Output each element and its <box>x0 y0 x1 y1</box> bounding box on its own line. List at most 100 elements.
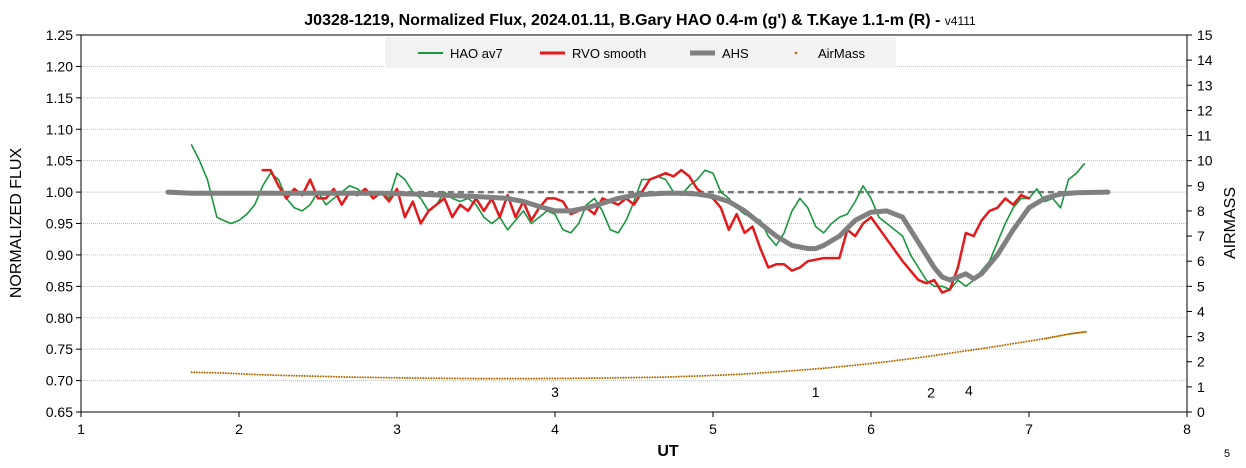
airmass-point <box>382 376 385 379</box>
y-tick-label-10: 1.15 <box>46 90 73 106</box>
airmass-point <box>967 349 970 352</box>
airmass-point <box>725 373 728 376</box>
series-line <box>165 189 1111 283</box>
legend-box <box>385 37 896 68</box>
airmass-point <box>364 376 367 379</box>
airmass-point <box>833 366 836 369</box>
airmass-point <box>417 377 420 380</box>
x-tick-labels: 1 2 3 4 5 6 7 8 <box>77 412 1191 437</box>
airmass-point <box>856 363 859 366</box>
y2-tick-label-0: 0 <box>1197 404 1205 420</box>
airmass-point <box>975 348 978 351</box>
airmass-point <box>572 377 575 380</box>
airmass-point <box>309 375 312 378</box>
airmass-point <box>819 367 822 370</box>
airmass-point <box>841 365 844 368</box>
airmass-point <box>930 354 933 357</box>
airmass-point <box>409 377 412 380</box>
airmass-point <box>962 350 965 353</box>
airmass-point <box>285 374 288 377</box>
annotation-4: 4 <box>965 383 973 399</box>
airmass-point <box>422 377 425 380</box>
airmass-point <box>775 370 778 373</box>
airmass-point <box>209 371 212 374</box>
airmass-point <box>867 362 870 365</box>
x-tick-label-6: 7 <box>1025 421 1033 437</box>
airmass-point <box>906 358 909 361</box>
x-axis-title: UT <box>657 443 679 460</box>
airmass-point <box>532 377 535 380</box>
airmass-point <box>880 361 883 364</box>
airmass-point <box>1051 336 1054 339</box>
airmass-point <box>604 377 607 380</box>
airmass-point <box>564 377 567 380</box>
airmass-point <box>956 351 959 354</box>
airmass-point <box>817 367 820 370</box>
airmass-point <box>251 373 254 376</box>
airmass-point <box>303 374 306 377</box>
airmass-point <box>519 377 522 380</box>
chart-title-main: J0328-1219, Normalized Flux, 2024.01.11,… <box>304 12 945 29</box>
legend-label: HAO av7 <box>450 46 503 61</box>
y2-tick-label-12: 12 <box>1197 102 1213 118</box>
airmass-point <box>198 371 201 374</box>
airmass-point <box>972 348 975 351</box>
airmass-point <box>461 377 464 380</box>
airmass-point <box>740 373 743 376</box>
airmass-point <box>561 377 564 380</box>
airmass-point <box>664 376 667 379</box>
airmass-point <box>582 377 585 380</box>
airmass-point <box>338 375 341 378</box>
airmass-point <box>345 376 348 379</box>
airmass-point <box>527 377 530 380</box>
airmass-point <box>891 360 894 363</box>
airmass-point <box>280 374 283 377</box>
airmass-point <box>348 376 351 379</box>
airmass-point <box>609 376 612 379</box>
airmass-point <box>791 369 793 372</box>
airmass-point <box>917 356 920 359</box>
airmass-point <box>862 363 865 366</box>
legend-label: RVO smooth <box>572 46 646 61</box>
airmass-point <box>480 377 483 380</box>
airmass-point <box>922 355 925 358</box>
airmass-point <box>588 377 591 380</box>
airmass-point <box>812 368 815 371</box>
airmass-point <box>319 375 322 378</box>
airmass-point <box>646 376 649 379</box>
airmass-point <box>1084 330 1087 333</box>
airmass-point <box>1057 334 1060 337</box>
annotation-1: 1 <box>812 384 820 400</box>
airmass-point <box>920 356 923 359</box>
airmass-point <box>683 375 686 378</box>
airmass-point <box>448 377 451 380</box>
airmass-point <box>343 375 346 378</box>
airmass-point <box>438 377 441 380</box>
airmass-point <box>451 377 454 380</box>
airmass-point <box>372 376 375 379</box>
airmass-point <box>999 344 1002 347</box>
y2-tick-label-7: 7 <box>1197 228 1205 244</box>
airmass-point <box>977 348 980 351</box>
x-tick-label-0: 1 <box>77 421 85 437</box>
legend: HAO av7 RVO smooth AHS AirMass <box>385 37 896 68</box>
airmass-point <box>398 376 401 379</box>
corner-label: 5 <box>1224 448 1230 460</box>
airmass-point <box>414 377 417 380</box>
airmass-point <box>690 375 693 378</box>
airmass-point <box>783 370 786 373</box>
airmass-point <box>509 377 512 380</box>
series-airmass <box>190 330 1087 380</box>
airmass-point <box>390 376 393 379</box>
y-tick-label-1: 0.70 <box>46 373 73 389</box>
airmass-point <box>1081 331 1084 334</box>
y-tick-label-6: 0.95 <box>46 216 73 232</box>
x-tick-label-1: 2 <box>235 421 243 437</box>
airmass-point <box>980 347 983 350</box>
y2-tick-label-13: 13 <box>1197 77 1213 93</box>
airmass-point <box>798 369 801 372</box>
airmass-point <box>659 376 662 379</box>
airmass-point <box>846 365 849 368</box>
airmass-point <box>777 370 780 373</box>
